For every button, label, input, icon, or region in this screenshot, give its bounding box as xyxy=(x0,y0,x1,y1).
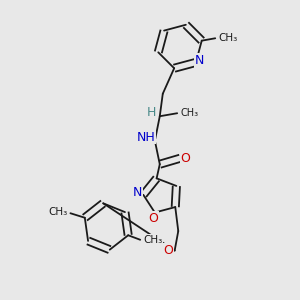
Text: N: N xyxy=(133,186,142,199)
Text: CH₃: CH₃ xyxy=(181,108,199,118)
Text: O: O xyxy=(163,244,173,257)
Text: N: N xyxy=(195,54,205,67)
Text: H: H xyxy=(147,106,156,119)
Text: CH₃: CH₃ xyxy=(143,235,162,245)
Text: NH: NH xyxy=(136,131,155,144)
Text: O: O xyxy=(181,152,190,165)
Text: O: O xyxy=(148,212,158,225)
Text: CH₃: CH₃ xyxy=(218,33,238,43)
Text: CH₃: CH₃ xyxy=(48,207,68,217)
